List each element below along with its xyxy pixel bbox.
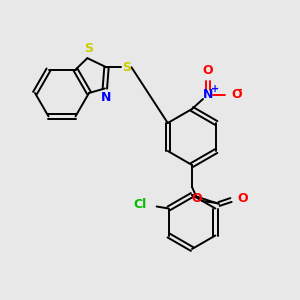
Text: N: N	[101, 92, 111, 104]
Text: S: S	[84, 42, 93, 55]
Text: O: O	[192, 193, 202, 206]
Text: Cl: Cl	[134, 198, 147, 211]
Text: O: O	[237, 191, 247, 205]
Text: -: -	[238, 85, 242, 95]
Text: O: O	[231, 88, 242, 101]
Text: +: +	[211, 84, 219, 94]
Text: O: O	[203, 64, 213, 77]
Text: N: N	[203, 88, 213, 101]
Text: S: S	[122, 61, 131, 74]
